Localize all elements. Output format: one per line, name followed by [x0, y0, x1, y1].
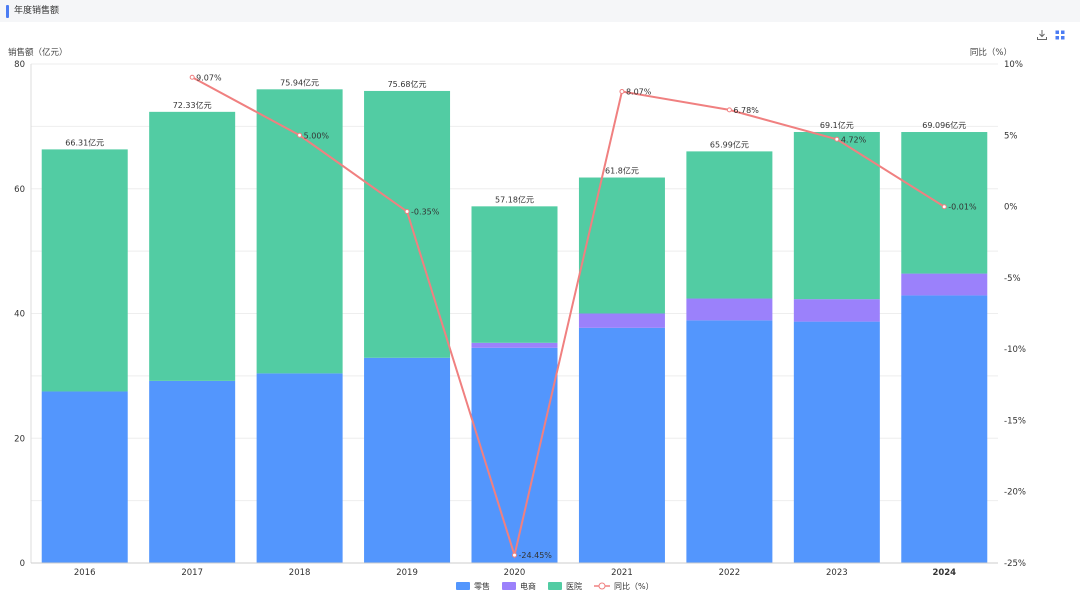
chart-header: 年度销售额	[0, 0, 1080, 22]
y-tick-label: 0	[20, 559, 25, 569]
y2-tick-label: -25%	[1004, 559, 1026, 569]
bar-total-label: 66.31亿元	[65, 137, 104, 147]
bar-total-label: 75.68亿元	[388, 79, 427, 89]
bar-total-label: 69.096亿元	[922, 120, 966, 130]
bars: 66.31亿元 72.33亿元 75.94亿元 75.68亿元 57.18亿元 61.8亿…	[41, 77, 988, 563]
chart-title: 年度销售额	[14, 6, 60, 16]
bar-segment[interactable]	[256, 373, 343, 563]
yoy-label: 9.07%	[196, 73, 222, 82]
bar-segment[interactable]	[41, 149, 128, 392]
legend-swatch	[502, 582, 516, 590]
bar-segment[interactable]	[578, 327, 665, 563]
yoy-label: 8.07%	[626, 88, 652, 97]
x-tick-label: 2016	[74, 568, 96, 578]
yoy-label: 4.72%	[841, 135, 867, 144]
legend-label[interactable]: 零售	[474, 581, 490, 591]
bar-segment[interactable]	[256, 89, 343, 374]
bar-segment[interactable]	[471, 342, 558, 348]
y-tick-label: 20	[14, 434, 25, 444]
y-tick-label: 40	[14, 310, 25, 320]
bar-segment[interactable]	[901, 295, 988, 563]
yoy-label: -0.35%	[411, 208, 440, 217]
x-tick-label: 2018	[289, 568, 311, 578]
yoy-point[interactable]	[941, 204, 947, 210]
bar-segment[interactable]	[364, 90, 451, 358]
bar-total-label: 75.94亿元	[280, 77, 319, 87]
yoy-line-path	[191, 76, 945, 559]
bar-total-label: 61.8亿元	[605, 166, 639, 176]
y-axis-title: 销售额（亿元）	[8, 47, 68, 58]
fullscreen-icon[interactable]	[1054, 29, 1066, 41]
x-tick-label: 2021	[611, 568, 633, 578]
legend-label[interactable]: 电商	[520, 581, 536, 591]
x-tick-label: 2017	[181, 568, 203, 578]
yoy-point[interactable]	[189, 74, 195, 80]
y2-tick-label: -5%	[1004, 274, 1021, 284]
y2-tick-label: -20%	[1004, 488, 1026, 498]
bar-segment[interactable]	[471, 347, 558, 563]
bar-total-label: 72.33亿元	[173, 100, 212, 110]
yoy-point[interactable]	[512, 552, 517, 558]
x-tick-label: 2022	[719, 568, 741, 578]
bar-segment[interactable]	[686, 298, 773, 321]
x-tick-label: 2019	[396, 568, 418, 578]
yoy-point[interactable]	[297, 132, 303, 138]
bar-segment[interactable]	[41, 391, 128, 563]
yoy-point[interactable]	[404, 209, 410, 215]
bar-segment[interactable]	[793, 299, 880, 322]
bar-segment[interactable]	[149, 111, 236, 381]
y2-tick-label: 0%	[1004, 203, 1018, 213]
download-icon[interactable]	[1036, 29, 1048, 41]
header-accent-bar	[6, 5, 9, 18]
bar-segment[interactable]	[793, 321, 880, 563]
bar-segment[interactable]	[686, 151, 773, 299]
yoy-label: 6.78%	[733, 106, 759, 115]
bar-total-label: 65.99亿元	[710, 139, 749, 149]
y-tick-label: 60	[14, 185, 25, 195]
y2-tick-label: 5%	[1004, 131, 1018, 141]
legend-line-marker	[598, 582, 606, 590]
legend-swatch	[456, 582, 470, 590]
yoy-line: 9.07% 5.00% -0.35% -24.45% 8.07% 6.78% 4.72% -0…	[189, 73, 977, 560]
legend-label[interactable]: 同比（%）	[614, 581, 654, 591]
axes: 0 20 40 60 80 10% 5% 0% -5% -10% -15% -20% -25% 2016 2…	[14, 60, 1026, 578]
yoy-label: 5.00%	[304, 131, 330, 140]
y2-axis-title: 同比（%）	[970, 47, 1012, 58]
y2-tick-label: -10%	[1004, 345, 1026, 355]
bar-segment[interactable]	[901, 273, 988, 296]
legend: 零售 电商 医院 同比（%）	[456, 581, 654, 591]
bar-total-label: 57.18亿元	[495, 194, 534, 204]
yoy-point[interactable]	[619, 89, 625, 95]
y-tick-label: 80	[14, 60, 25, 70]
x-tick-label: 2024	[932, 568, 956, 578]
bar-total-label: 69.1亿元	[820, 120, 854, 130]
bar-segment[interactable]	[149, 380, 236, 563]
yoy-label: -24.45%	[519, 551, 553, 560]
bar-segment[interactable]	[901, 132, 988, 274]
x-tick-label: 2023	[826, 568, 848, 578]
y2-tick-label: 10%	[1004, 60, 1023, 70]
legend-label[interactable]: 医院	[566, 581, 582, 591]
bar-segment[interactable]	[578, 177, 665, 314]
y2-tick-label: -15%	[1004, 416, 1026, 426]
chart-toolbar	[1036, 29, 1066, 41]
yoy-label: -0.01%	[948, 203, 977, 212]
legend-swatch	[548, 582, 562, 590]
yoy-point[interactable]	[834, 136, 840, 142]
yoy-point[interactable]	[726, 107, 732, 113]
bar-segment[interactable]	[578, 313, 665, 328]
bar-segment[interactable]	[686, 320, 773, 563]
x-tick-label: 2020	[504, 568, 526, 578]
bar-segment[interactable]	[793, 131, 880, 300]
bar-segment[interactable]	[364, 357, 451, 563]
bar-segment[interactable]	[471, 206, 558, 343]
